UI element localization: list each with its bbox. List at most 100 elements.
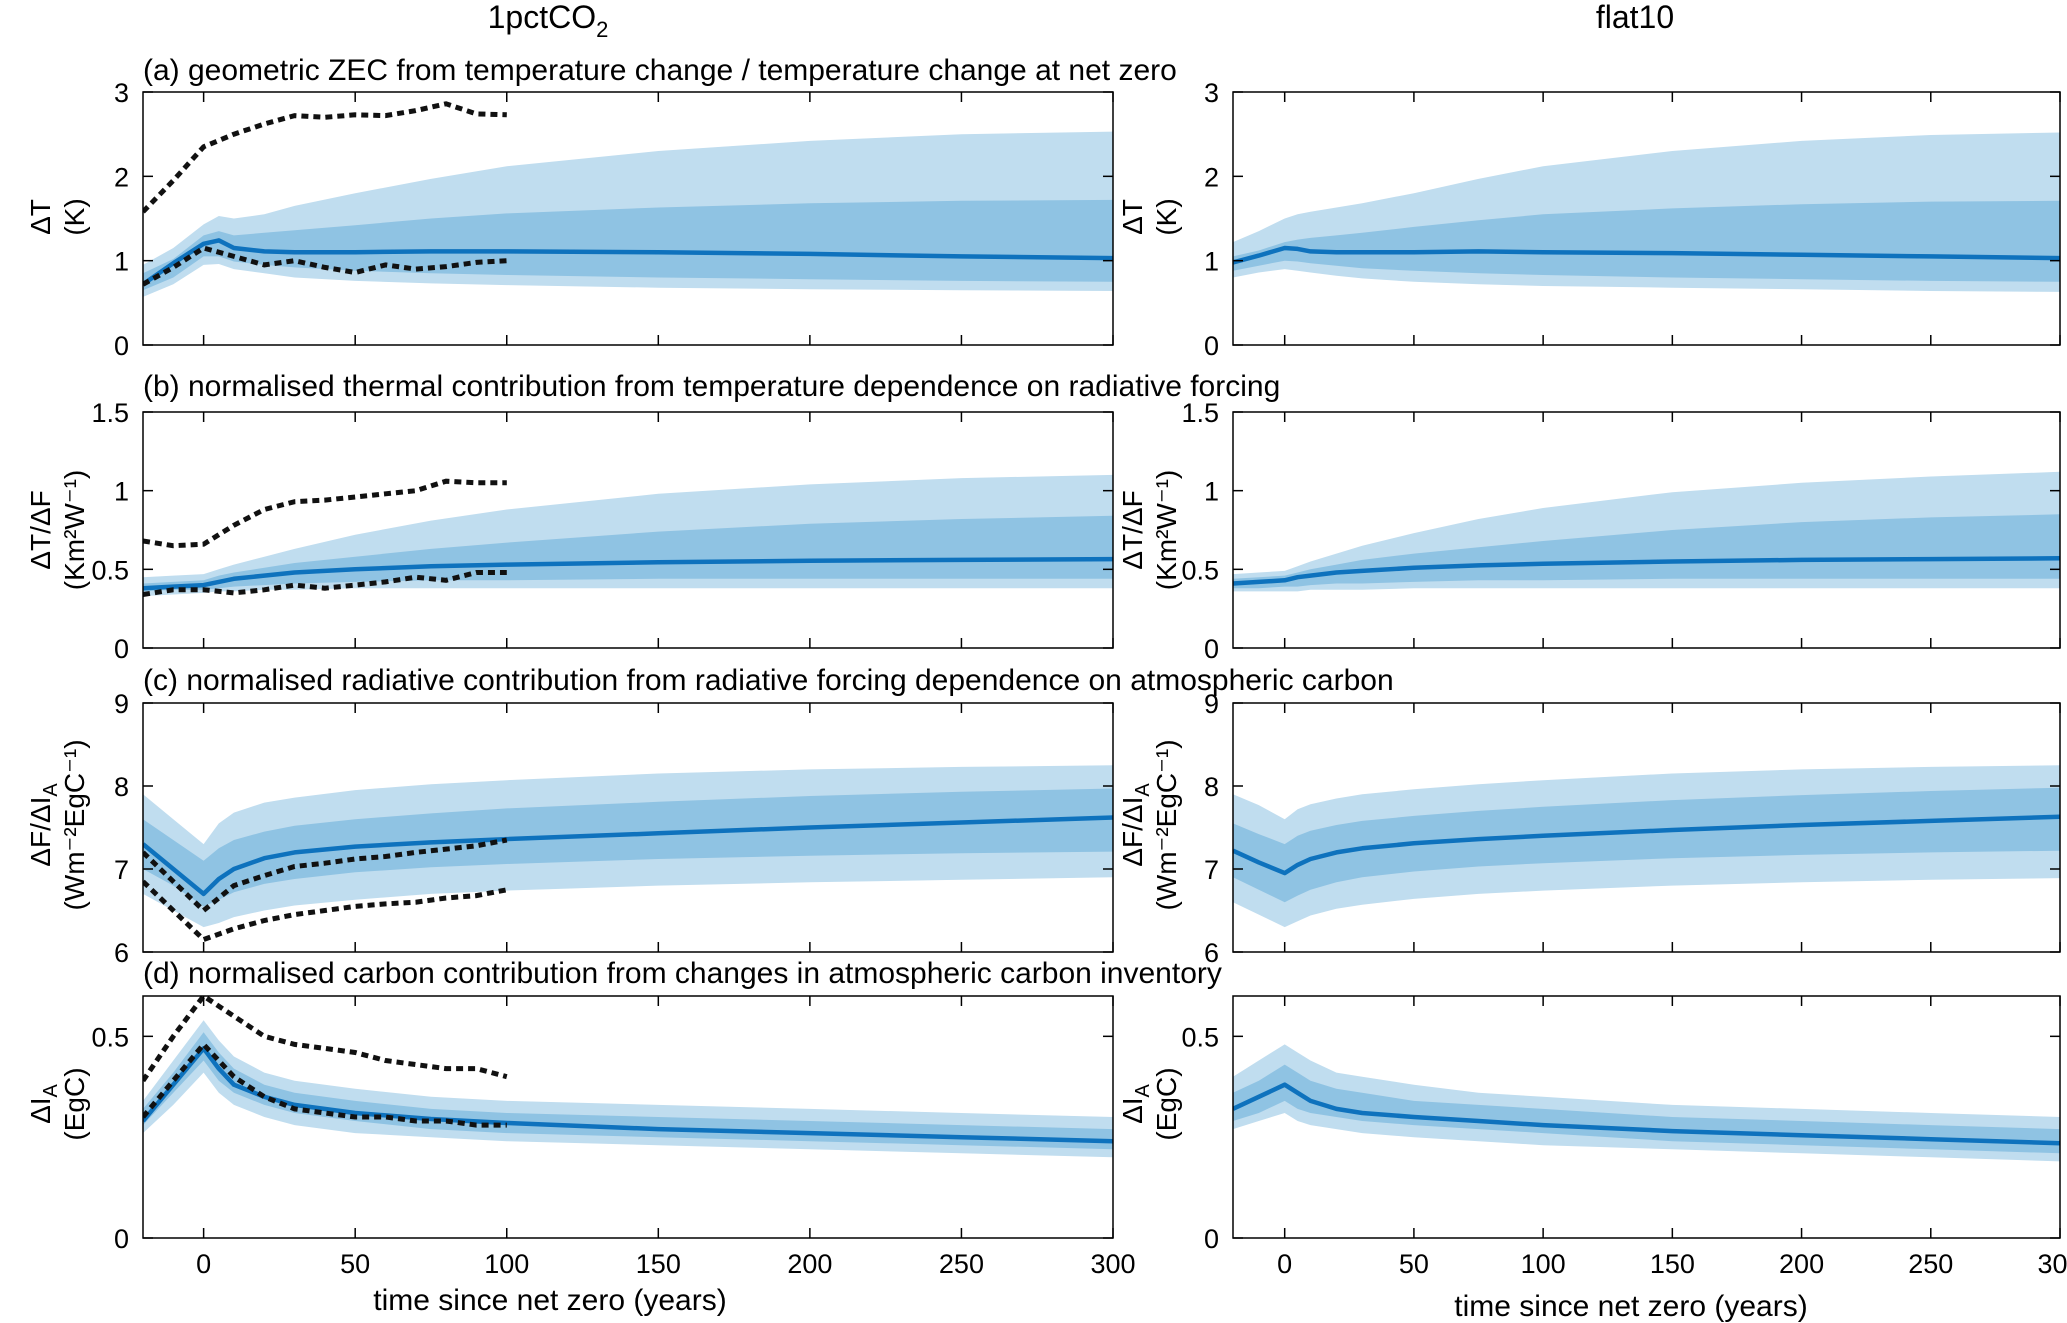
x-tick-label: 300 xyxy=(1090,1249,1135,1279)
panel-b-right-plot-area xyxy=(1233,471,2060,592)
inner-range-band xyxy=(1233,514,2060,589)
panel-c-right-plot-area xyxy=(1233,765,2060,928)
ylabel-c-left: ΔF/ΔIA xyxy=(25,783,62,867)
x-tick-label: 150 xyxy=(636,1249,681,1279)
ylabel-b-left-units: (Km²W⁻¹) xyxy=(59,470,90,591)
panel-c-title: (c) normalised radiative contribution fr… xyxy=(143,664,1394,697)
y-tick-label: 1.5 xyxy=(91,398,129,428)
ylabel-a-right-units: (K) xyxy=(1151,198,1182,235)
x-tick-label: 250 xyxy=(1908,1249,1953,1279)
ylabel-d-left-units: (EgC) xyxy=(59,1067,90,1140)
dotted-reference-line-2 xyxy=(143,570,507,597)
y-tick-label: 1 xyxy=(114,247,129,277)
panel-d-left-plot-area xyxy=(143,996,1113,1158)
x-tick-label: 200 xyxy=(787,1249,832,1279)
dotted-reference-line-2 xyxy=(143,1040,507,1128)
y-tick-label: 0 xyxy=(1204,634,1219,664)
ylabel-d-right: ΔIA xyxy=(1117,1083,1154,1123)
inner-range-band xyxy=(143,1032,1113,1150)
y-tick-label: 0 xyxy=(114,1224,129,1254)
y-tick-label: 6 xyxy=(1204,938,1219,968)
x-tick-label: 100 xyxy=(484,1249,529,1279)
panel-c-right-axes-box xyxy=(1232,702,2061,953)
y-tick-label: 1 xyxy=(114,477,129,507)
ylabel-b-right: ΔT/ΔF xyxy=(1117,490,1148,569)
median-line xyxy=(1233,245,2060,265)
x-tick-label: 50 xyxy=(340,1249,370,1279)
ylabel-a-left: ΔT xyxy=(25,199,56,235)
ylabel-b-left: ΔT/ΔF xyxy=(25,490,56,569)
panel-d-title: (d) normalised carbon contribution from … xyxy=(143,957,1222,990)
panel-c-left-plot-area xyxy=(143,765,1113,943)
ylabel-c-right-units: (Wm⁻²EgC⁻¹) xyxy=(1151,739,1182,910)
ylabel-b-right-units: (Km²W⁻¹) xyxy=(1151,470,1182,591)
dotted-reference-line-1 xyxy=(143,101,507,214)
y-tick-label: 7 xyxy=(1204,855,1219,885)
x-tick-label: 300 xyxy=(2037,1249,2067,1279)
y-tick-label: 2 xyxy=(114,162,129,192)
panel-d-right-axes-box xyxy=(1232,995,2061,1239)
panel-b-title: (b) normalised thermal contribution from… xyxy=(143,370,1280,403)
median-line xyxy=(143,556,1113,591)
panel-a-right: 0 1 2 3 xyxy=(1204,78,2061,361)
panel-a-left-plot-area xyxy=(143,101,1113,297)
y-tick-label: 8 xyxy=(1204,772,1219,802)
ylabel-d-right-units: (EgC) xyxy=(1151,1067,1182,1140)
x-tick-label: 250 xyxy=(939,1249,984,1279)
panel-c-right: 6 7 8 9 xyxy=(1204,689,2061,968)
median-line xyxy=(143,1046,1113,1144)
ylabel-c-right: ΔF/ΔIA xyxy=(1117,783,1154,867)
inner-range-band xyxy=(143,199,1113,291)
y-tick-label: 0.5 xyxy=(91,1022,129,1052)
panel-a-left-axes-box xyxy=(142,91,1114,346)
y-tick-label: 0.5 xyxy=(91,555,129,585)
panel-a-left: 0 1 2 3 xyxy=(114,78,1114,361)
panel-b-right: 0 0.5 1 1.5 xyxy=(1181,398,2061,664)
y-tick-label: 7 xyxy=(114,855,129,885)
inner-range-band xyxy=(143,788,1113,907)
x-tick-label: 200 xyxy=(1779,1249,1824,1279)
xlabel-left: time since net zero (years) xyxy=(373,1284,726,1317)
y-tick-label: 0.5 xyxy=(1181,555,1219,585)
panel-c-left-axes-box xyxy=(142,702,1114,953)
y-tick-label: 0 xyxy=(1204,1224,1219,1254)
y-tick-label: 8 xyxy=(114,772,129,802)
y-tick-label: 0.5 xyxy=(1181,1022,1219,1052)
y-tick-label: 0 xyxy=(114,634,129,664)
median-line xyxy=(1233,814,2060,876)
inner-range-band xyxy=(1233,1064,2060,1154)
panel-d-right: 0 0.5 0 50 100 150 200 250 300 xyxy=(1181,995,2067,1279)
xlabel-right: time since net zero (years) xyxy=(1454,1290,1807,1323)
median-line xyxy=(143,815,1113,897)
panel-b-left: 0 0.5 1 1.5 xyxy=(91,398,1114,664)
panel-d-left: 0 0.5 0 50 100 150 200 250 300 xyxy=(91,995,1136,1279)
dotted-reference-line-1 xyxy=(143,478,507,549)
panel-a-right-plot-area xyxy=(1233,132,2060,292)
dotted-reference-line-1 xyxy=(143,996,508,1083)
median-line xyxy=(1233,556,2060,586)
median-line xyxy=(1233,1082,2060,1146)
ylabel-a-right: ΔT xyxy=(1117,199,1148,235)
dotted-reference-line-1 xyxy=(143,837,508,914)
panel-c-left: 6 7 8 9 xyxy=(114,689,1114,968)
x-tick-label: 100 xyxy=(1521,1249,1566,1279)
y-tick-label: 2 xyxy=(1204,162,1219,192)
inner-range-band xyxy=(143,515,1113,592)
ylabel-d-left: ΔIA xyxy=(25,1083,62,1123)
x-tick-label: 50 xyxy=(1399,1249,1429,1279)
y-tick-label: 3 xyxy=(1204,78,1219,108)
panel-a-title: (a) geometric ZEC from temperature chang… xyxy=(143,54,1177,87)
y-tick-label: 6 xyxy=(114,938,129,968)
ylabel-a-left-units: (K) xyxy=(59,198,90,235)
panel-a-right-axes-box xyxy=(1232,91,2061,346)
column-title-left: 1pctCO2 xyxy=(488,0,609,42)
inner-range-band xyxy=(1233,200,2060,282)
dotted-reference-line-2 xyxy=(143,879,508,943)
panel-d-left-axes-box xyxy=(142,995,1114,1239)
x-tick-label: 0 xyxy=(1277,1249,1292,1279)
y-tick-label: 0 xyxy=(114,331,129,361)
dotted-reference-line-2 xyxy=(143,245,507,287)
inner-range-band xyxy=(1233,787,2060,903)
panel-b-right-axes-box xyxy=(1232,411,2061,649)
